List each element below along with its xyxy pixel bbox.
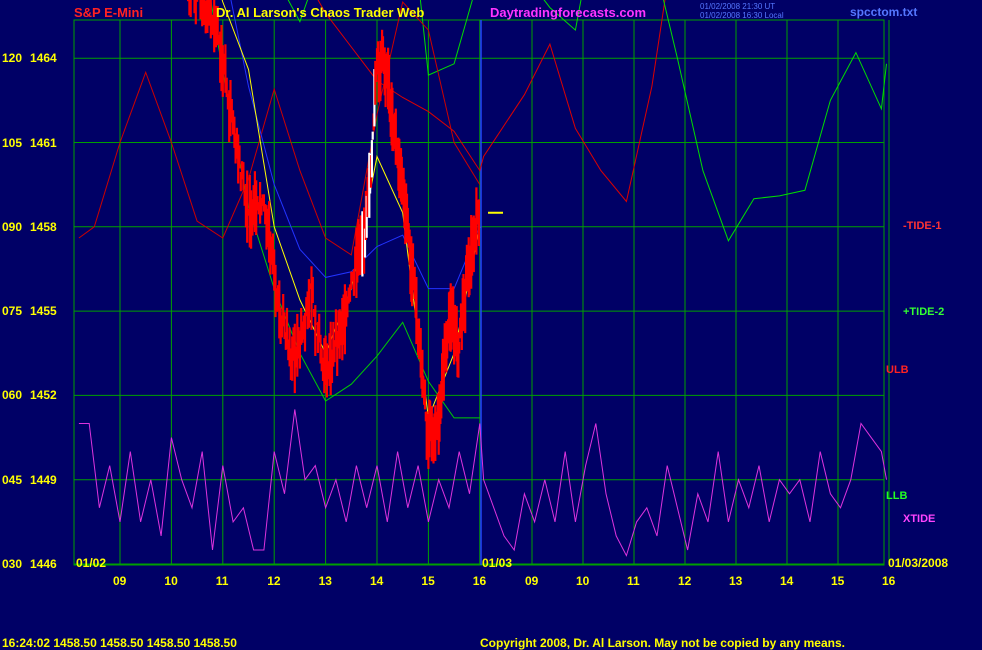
y-tick-left: 120 [2, 51, 23, 66]
x-tick-label: 13 [729, 574, 743, 588]
quote-readout: 16:24:02 1458.50 1458.50 1458.50 1458.50 [2, 636, 237, 650]
y-tick-right: 1461 [30, 135, 57, 150]
series-tide2 [287, 0, 887, 242]
date-label-end: 01/03/2008 [888, 556, 949, 570]
legend-ulb: ULB [886, 364, 909, 376]
y-tick-left: 030 [2, 557, 23, 571]
grid [73, 19, 890, 566]
legend-llb: LLB [886, 490, 908, 502]
timestamp-local: 01/02/2008 16:30 Local [700, 11, 784, 20]
timestamp-ut: 01/02/2008 21:30 UT [700, 2, 776, 11]
legend-tide1: -TIDE-1 [903, 220, 942, 232]
page-title: Dr. Al Larson's Chaos Trader Web [216, 5, 425, 20]
x-tick-label: 09 [113, 574, 127, 588]
x-tick-label: 13 [318, 574, 332, 588]
copyright-notice: Copyright 2008, Dr. Al Larson. May not b… [480, 636, 845, 650]
x-tick-label: 10 [576, 574, 590, 588]
x-tick-label: 14 [370, 574, 384, 588]
x-tick-label: 12 [678, 574, 692, 588]
x-tick-label: 11 [627, 574, 640, 588]
y-tick-right: 1452 [30, 388, 57, 403]
series-ulb [78, 0, 481, 256]
series-lines [78, 0, 887, 557]
y-tick-right: 1455 [30, 304, 57, 319]
x-tick-label: 12 [267, 574, 281, 588]
y-tick-right: 1464 [30, 51, 57, 66]
y-tick-left: 090 [2, 219, 23, 234]
data-file-label: spcctom.txt [850, 5, 918, 19]
legend-xtide: XTIDE [903, 513, 936, 525]
price-series [187, 0, 503, 469]
x-tick-label: 14 [780, 574, 794, 588]
x-tick-label: 16 [472, 574, 487, 588]
y-tick-left: 105 [2, 135, 23, 150]
date-label-mid: 01/03 [482, 556, 513, 570]
x-tick-label: 15 [421, 574, 435, 588]
x-tick-label: 16 [882, 574, 896, 588]
series-xtide [78, 409, 887, 557]
y-tick-left: 060 [2, 388, 23, 403]
y-tick-right: 1446 [30, 557, 57, 571]
x-tick-label: 11 [215, 574, 229, 588]
x-tick-label: 10 [164, 574, 178, 588]
series-blue_ma [230, 0, 481, 290]
x-tick-label: 15 [831, 574, 845, 588]
y-tick-right: 1449 [30, 472, 57, 487]
plot-frame [73, 19, 885, 566]
site-link[interactable]: Daytradingforecasts.com [490, 5, 647, 20]
y-tick-left: 045 [2, 472, 23, 487]
y-tick-left: 075 [2, 304, 23, 319]
x-tick-label: 09 [525, 574, 539, 588]
date-label-start: 01/02 [76, 556, 107, 570]
legend-tide2: +TIDE-2 [903, 306, 945, 318]
series-tide1 [317, 0, 666, 203]
y-tick-right: 1458 [30, 219, 57, 234]
symbol-label: S&P E-Mini [74, 5, 144, 20]
